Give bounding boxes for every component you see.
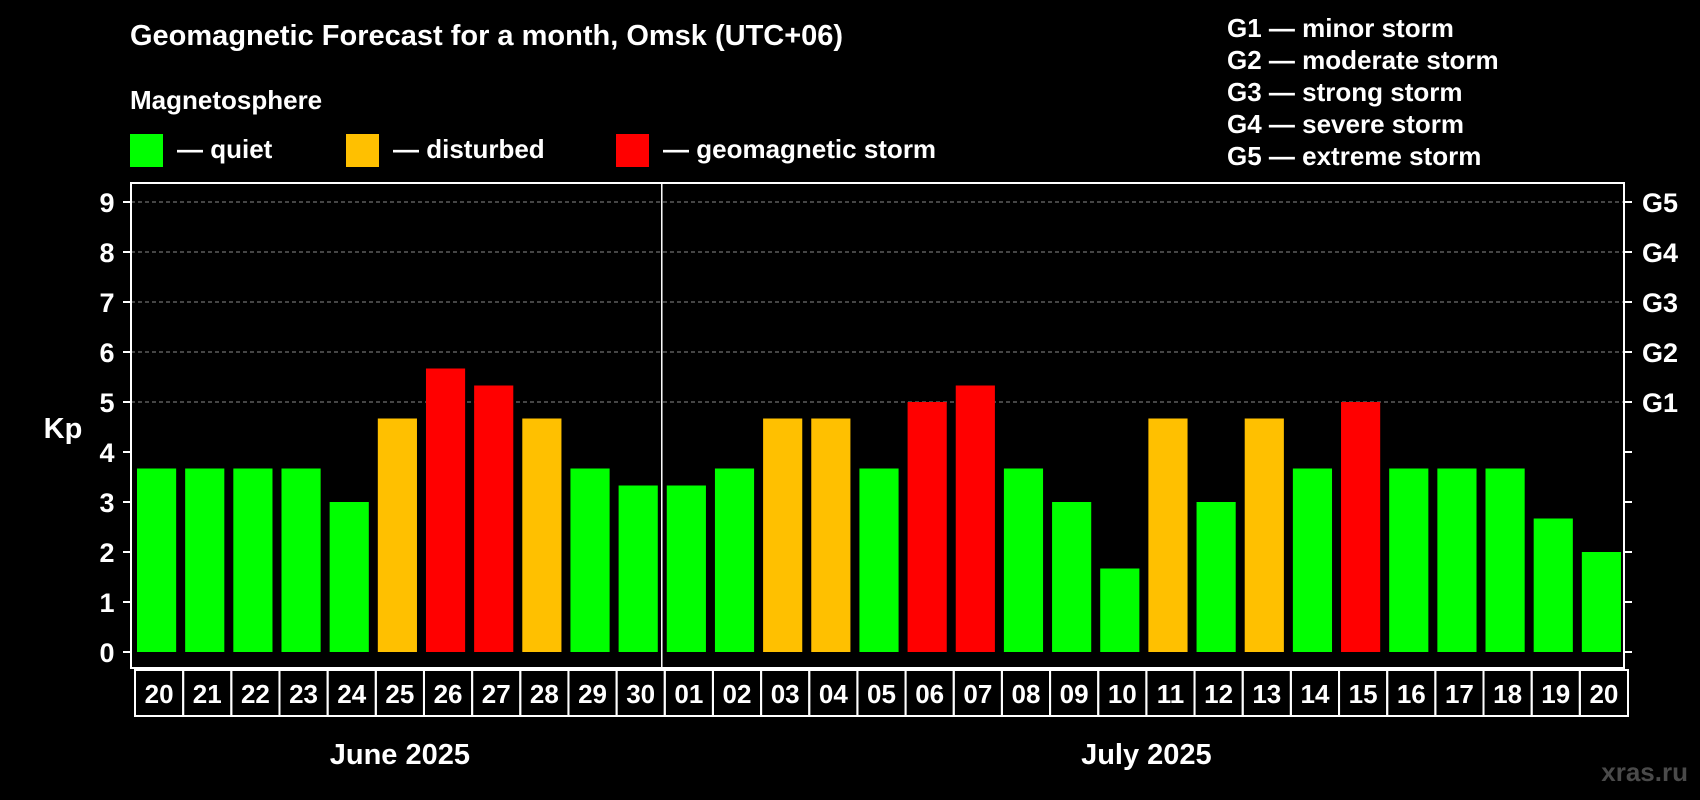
storm-scale-legend: G1 — minor storm G2 — moderate storm G3 … <box>1227 12 1499 172</box>
date-label-12: 02 <box>723 679 752 709</box>
y-axis-label: Kp <box>44 413 83 445</box>
bar-26 <box>1389 468 1429 652</box>
date-label-26: 16 <box>1397 679 1426 709</box>
bar-16 <box>907 402 947 652</box>
legend-swatch-quiet <box>130 134 163 167</box>
bar-12 <box>714 468 755 652</box>
date-label-8: 28 <box>530 679 559 709</box>
bar-7 <box>474 385 514 652</box>
date-label-14: 04 <box>819 679 848 709</box>
bar-27 <box>1437 468 1477 652</box>
ytick-label-8: 8 <box>99 238 114 268</box>
bar-19 <box>1052 502 1092 652</box>
date-label-0: 20 <box>145 679 174 709</box>
date-label-5: 25 <box>385 679 414 709</box>
storm-level-g3: G3 <box>1642 288 1678 318</box>
date-label-3: 23 <box>289 679 318 709</box>
bar-0 <box>137 468 177 652</box>
bar-22 <box>1196 502 1236 652</box>
date-label-21: 11 <box>1157 679 1185 709</box>
plot-frame <box>130 182 1625 669</box>
chart-title: Geomagnetic Forecast for a month, Omsk (… <box>130 20 844 52</box>
bar-1 <box>185 468 225 652</box>
ytick-label-6: 6 <box>99 338 114 368</box>
date-label-18: 08 <box>1012 679 1041 709</box>
legend-heading: Magnetosphere <box>130 85 323 115</box>
ytick-label-9: 9 <box>99 188 114 218</box>
legend-label-storm: — geomagnetic storm <box>663 134 937 164</box>
bar-2 <box>233 468 273 652</box>
date-label-1: 21 <box>193 679 222 709</box>
month-label-0: June 2025 <box>330 739 470 771</box>
storm-level-g4: G4 <box>1642 238 1678 268</box>
date-label-22: 12 <box>1204 679 1233 709</box>
storm-scale-g4: G4 — severe storm <box>1227 109 1465 139</box>
ytick-label-7: 7 <box>99 288 114 318</box>
date-label-20: 10 <box>1108 679 1137 709</box>
bar-9 <box>570 468 610 652</box>
legend-swatch-disturbed <box>346 134 379 167</box>
date-label-13: 03 <box>771 679 800 709</box>
storm-level-g1: G1 <box>1642 388 1678 418</box>
bar-23 <box>1244 418 1284 652</box>
date-label-24: 14 <box>1300 679 1329 709</box>
bar-30 <box>1581 552 1621 652</box>
bar-15 <box>859 468 899 652</box>
bar-10 <box>618 485 658 652</box>
bar-18 <box>1003 468 1044 652</box>
bar-14 <box>811 418 851 652</box>
date-label-6: 26 <box>434 679 463 709</box>
bar-3 <box>281 468 321 652</box>
date-label-9: 29 <box>578 679 607 709</box>
date-label-15: 05 <box>867 679 896 709</box>
date-label-30: 20 <box>1589 679 1618 709</box>
bar-20 <box>1100 568 1140 652</box>
date-label-28: 18 <box>1493 679 1522 709</box>
date-label-25: 15 <box>1349 679 1378 709</box>
ytick-label-5: 5 <box>99 388 114 418</box>
date-label-27: 17 <box>1445 679 1474 709</box>
month-label-1: July 2025 <box>1081 739 1212 771</box>
bar-5 <box>377 418 417 652</box>
ytick-label-3: 3 <box>99 488 114 518</box>
bar-28 <box>1485 468 1525 652</box>
bar-4 <box>329 502 369 652</box>
date-label-19: 09 <box>1060 679 1089 709</box>
legend-label-disturbed: — disturbed <box>393 134 545 164</box>
legend-label-quiet: — quiet <box>177 134 273 164</box>
storm-level-g5: G5 <box>1642 188 1678 218</box>
date-label-29: 19 <box>1541 679 1570 709</box>
bar-29 <box>1533 518 1573 652</box>
date-label-17: 07 <box>963 679 992 709</box>
ytick-label-1: 1 <box>99 588 114 618</box>
date-label-16: 06 <box>915 679 944 709</box>
bar-8 <box>522 418 562 652</box>
watermark: xras.ru <box>1601 757 1688 787</box>
legend-swatch-storm <box>616 134 649 167</box>
storm-level-g2: G2 <box>1642 338 1678 368</box>
storm-scale-g3: G3 — strong storm <box>1227 77 1463 107</box>
date-label-4: 24 <box>337 679 366 709</box>
bar-25 <box>1341 402 1381 652</box>
date-label-2: 22 <box>241 679 270 709</box>
bar-17 <box>955 385 995 652</box>
date-cell-30 <box>1578 669 1630 717</box>
bar-11 <box>666 485 706 652</box>
bar-24 <box>1292 468 1333 652</box>
bar-21 <box>1148 418 1188 652</box>
date-label-11: 01 <box>674 679 703 709</box>
bar-13 <box>763 418 803 652</box>
date-label-23: 13 <box>1252 679 1281 709</box>
date-label-10: 30 <box>626 679 655 709</box>
ytick-label-4: 4 <box>99 438 114 468</box>
storm-scale-g1: G1 — minor storm <box>1227 13 1454 43</box>
storm-scale-g5: G5 — extreme storm <box>1227 141 1482 171</box>
ytick-label-0: 0 <box>99 638 114 668</box>
date-label-7: 27 <box>482 679 511 709</box>
ytick-label-2: 2 <box>99 538 114 568</box>
storm-scale-g2: G2 — moderate storm <box>1227 45 1499 75</box>
bar-6 <box>425 368 466 652</box>
